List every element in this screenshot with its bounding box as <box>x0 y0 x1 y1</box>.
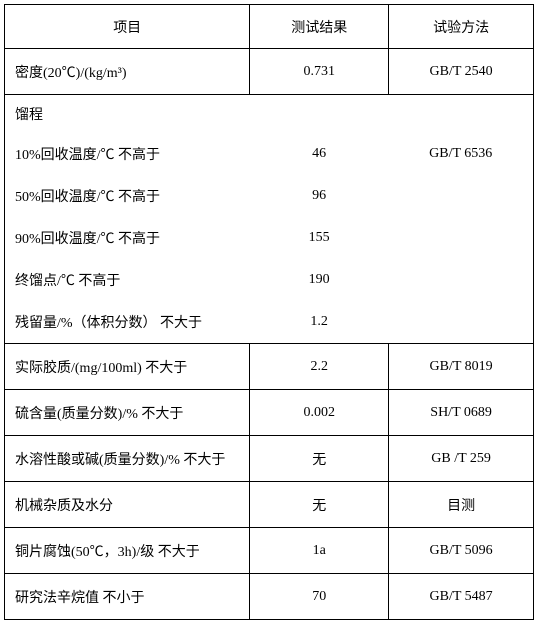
distillation-subtable: 馏程 10%回收温度/℃ 不高于 46 GB/T 6536 50%回收温度/℃ … <box>5 95 533 343</box>
cell-result: 无 <box>250 436 389 482</box>
cell-result: 无 <box>250 482 389 528</box>
sub-result: 190 <box>250 259 389 301</box>
sub-method-blank <box>388 175 533 217</box>
cell-method: GB/T 2540 <box>389 49 534 95</box>
table-row: 铜片腐蚀(50℃，3h)/级 不大于 1a GB/T 5096 <box>5 528 534 574</box>
sub-item: 50%回收温度/℃ 不高于 <box>5 175 250 217</box>
table-row: 机械杂质及水分 无 目测 <box>5 482 534 528</box>
cell-method: GB/T 5096 <box>389 528 534 574</box>
sub-method-blank <box>388 301 533 343</box>
cell-method: 目测 <box>389 482 534 528</box>
cell-item: 研究法辛烷值 不小于 <box>5 574 250 620</box>
table-header-row: 项目 测试结果 试验方法 <box>5 5 534 49</box>
sub-item: 90%回收温度/℃ 不高于 <box>5 217 250 259</box>
cell-result: 1a <box>250 528 389 574</box>
header-method: 试验方法 <box>389 5 534 49</box>
cell-item: 铜片腐蚀(50℃，3h)/级 不大于 <box>5 528 250 574</box>
cell-item: 实际胶质/(mg/100ml) 不大于 <box>5 344 250 390</box>
table-row: 实际胶质/(mg/100ml) 不大于 2.2 GB/T 8019 <box>5 344 534 390</box>
table-row: 水溶性酸或碱(质量分数)/% 不大于 无 GB /T 259 <box>5 436 534 482</box>
sub-row: 终馏点/℃ 不高于 190 <box>5 259 533 301</box>
cell-method: GB /T 259 <box>389 436 534 482</box>
cell-item: 硫含量(质量分数)/% 不大于 <box>5 390 250 436</box>
header-result: 测试结果 <box>250 5 389 49</box>
sub-row: 90%回收温度/℃ 不高于 155 <box>5 217 533 259</box>
table-row: 硫含量(质量分数)/% 不大于 0.002 SH/T 0689 <box>5 390 534 436</box>
cell-method: GB/T 5487 <box>389 574 534 620</box>
sub-row: 残留量/%（体积分数） 不大于 1.2 <box>5 301 533 343</box>
cell-result: 2.2 <box>250 344 389 390</box>
sub-result: 1.2 <box>250 301 389 343</box>
cell-item: 密度(20℃)/(kg/m³) <box>5 49 250 95</box>
cell-result: 0.731 <box>250 49 389 95</box>
sub-method-blank <box>388 217 533 259</box>
spec-table: 项目 测试结果 试验方法 密度(20℃)/(kg/m³) 0.731 GB/T … <box>4 4 534 620</box>
table-row: 密度(20℃)/(kg/m³) 0.731 GB/T 2540 <box>5 49 534 95</box>
sub-result: 96 <box>250 175 389 217</box>
sub-result: 155 <box>250 217 389 259</box>
table-group-row: 馏程 10%回收温度/℃ 不高于 46 GB/T 6536 50%回收温度/℃ … <box>5 95 534 344</box>
group-method-blank <box>388 95 533 133</box>
group-result-blank <box>250 95 389 133</box>
sub-item: 残留量/%（体积分数） 不大于 <box>5 301 250 343</box>
group-title: 馏程 <box>5 95 250 133</box>
sub-item: 10%回收温度/℃ 不高于 <box>5 133 250 175</box>
group-method: GB/T 6536 <box>388 133 533 175</box>
cell-result: 0.002 <box>250 390 389 436</box>
sub-header-row: 馏程 <box>5 95 533 133</box>
cell-item: 机械杂质及水分 <box>5 482 250 528</box>
cell-method: GB/T 8019 <box>389 344 534 390</box>
cell-result: 70 <box>250 574 389 620</box>
sub-row: 10%回收温度/℃ 不高于 46 GB/T 6536 <box>5 133 533 175</box>
sub-row: 50%回收温度/℃ 不高于 96 <box>5 175 533 217</box>
table-row: 研究法辛烷值 不小于 70 GB/T 5487 <box>5 574 534 620</box>
header-item: 项目 <box>5 5 250 49</box>
cell-method: SH/T 0689 <box>389 390 534 436</box>
cell-item: 水溶性酸或碱(质量分数)/% 不大于 <box>5 436 250 482</box>
sub-method-blank <box>388 259 533 301</box>
sub-result: 46 <box>250 133 389 175</box>
sub-item: 终馏点/℃ 不高于 <box>5 259 250 301</box>
